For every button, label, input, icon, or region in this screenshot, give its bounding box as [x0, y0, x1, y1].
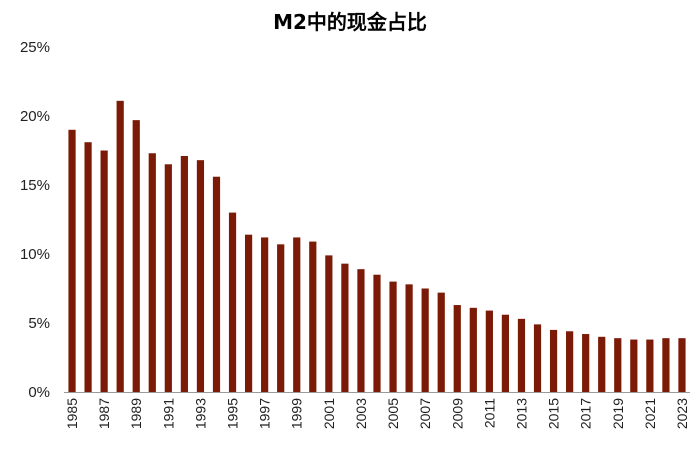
bar-2000 — [309, 241, 317, 392]
y-tick-label: 25% — [20, 39, 50, 56]
x-tick-label: 1997 — [257, 398, 273, 429]
bar-1998 — [277, 244, 285, 392]
bar-2014 — [533, 324, 542, 392]
bar-2003 — [357, 269, 365, 392]
bar-1997 — [261, 237, 269, 392]
bars — [68, 100, 686, 393]
bar-2015 — [549, 329, 558, 392]
bar-2005 — [389, 281, 397, 392]
x-tick-label: 1987 — [96, 398, 112, 429]
x-tick-label: 2005 — [385, 398, 401, 429]
x-tick-label: 2017 — [578, 398, 594, 429]
x-tick-label: 1991 — [160, 398, 176, 429]
bar-2021 — [646, 339, 654, 392]
x-tick-label: 2007 — [417, 398, 433, 429]
bar-1988 — [116, 100, 124, 392]
bar-1993 — [196, 160, 205, 392]
x-tick-label: 1995 — [225, 398, 241, 429]
bar-2012 — [501, 314, 510, 392]
bar-1989 — [132, 120, 140, 392]
x-tick-label: 2009 — [449, 398, 465, 429]
x-tick-label: 2023 — [674, 398, 690, 429]
bar-1994 — [212, 176, 221, 392]
bar-2013 — [517, 318, 526, 392]
bar-2001 — [325, 255, 333, 392]
y-axis: 0% 5% 10% 15% 20% 25% — [20, 39, 50, 401]
x-tick-label: 2011 — [481, 398, 497, 428]
x-tick-label: 2019 — [610, 398, 626, 429]
y-tick-label: 10% — [20, 246, 50, 263]
x-tick-label: 1985 — [64, 398, 80, 429]
bar-2006 — [405, 284, 413, 392]
bar-2022 — [662, 338, 670, 392]
bar-1996 — [244, 234, 253, 392]
bar-1995 — [228, 212, 237, 392]
x-tick-label: 2001 — [321, 398, 337, 429]
bar-1985 — [68, 129, 76, 393]
x-tick-label: 1999 — [289, 398, 305, 429]
bar-2019 — [614, 338, 622, 392]
bar-2004 — [373, 274, 381, 392]
bar-1999 — [293, 237, 301, 392]
bar-2011 — [485, 310, 493, 392]
y-tick-label: 5% — [28, 315, 50, 332]
bar-1991 — [164, 164, 172, 392]
x-tick-label: 2015 — [546, 398, 562, 429]
x-tick-label: 2021 — [642, 398, 658, 429]
x-tick-label: 1989 — [128, 398, 144, 429]
bar-2017 — [582, 334, 590, 392]
bar-2007 — [421, 288, 429, 392]
bar-2002 — [341, 263, 349, 392]
bar-1990 — [148, 153, 156, 392]
y-tick-label: 0% — [28, 384, 50, 401]
y-tick-label: 20% — [20, 108, 50, 125]
x-tick-label: 2013 — [513, 398, 529, 429]
bar-2023 — [678, 338, 686, 392]
x-tick-label: 1993 — [192, 398, 208, 429]
chart-title: M2中的现金占比 — [273, 10, 427, 34]
bar-2020 — [630, 339, 638, 392]
bar-1992 — [180, 156, 188, 392]
bar-2016 — [566, 331, 574, 392]
bar-2008 — [437, 292, 445, 392]
x-tick-label: 2003 — [353, 398, 369, 429]
bar-2009 — [453, 305, 461, 392]
y-tick-label: 15% — [20, 177, 50, 194]
bar-1987 — [100, 150, 108, 392]
x-axis: 1985 1987 1989 1991 1993 1995 1997 1999 2001 2003… — [64, 398, 690, 429]
bar-2010 — [469, 307, 477, 392]
bar-1986 — [84, 142, 92, 392]
bar-2018 — [598, 336, 606, 392]
